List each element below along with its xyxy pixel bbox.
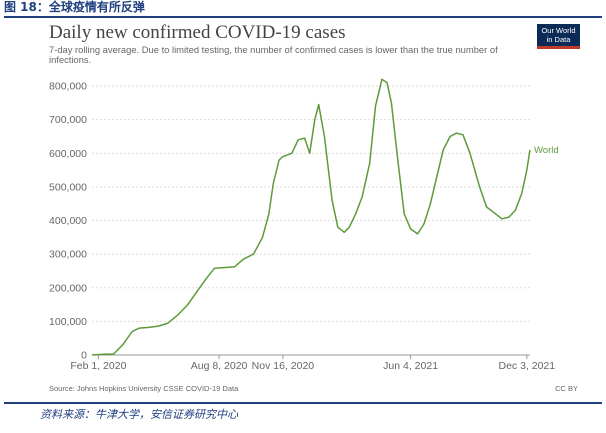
x-tick-label: Aug 8, 2020 (191, 360, 248, 372)
x-tick-label: Nov 16, 2020 (252, 360, 315, 372)
chart-title: Daily new confirmed COVID-19 cases (49, 22, 346, 43)
y-tick-label: 100,000 (49, 316, 87, 328)
y-tick-label: 400,000 (49, 215, 87, 227)
y-tick-label: 700,000 (49, 114, 87, 126)
figure-title: 图 18：全球疫情有所反弹 (4, 0, 145, 14)
footer-rule (4, 402, 602, 404)
y-tick-label: 500,000 (49, 181, 87, 193)
logo-line-1: Our World (541, 26, 576, 35)
y-tick-label: 0 (81, 350, 87, 362)
logo-line-2: in Data (546, 34, 571, 44)
x-tick-label: Dec 3, 2021 (498, 360, 555, 372)
chart-subtitle: 7-day rolling average. Due to limited te… (49, 44, 498, 65)
series-line-world (91, 78, 531, 356)
owid-logo[interactable]: Our World in Data (537, 24, 580, 49)
x-tick-label: Jun 4, 2021 (383, 360, 438, 372)
header-rule (4, 16, 602, 18)
series-label: World (534, 145, 559, 156)
y-tick-label: 800,000 (49, 81, 87, 93)
source-note: 资料来源：牛津大学，安信证券研究中心 (40, 408, 238, 421)
license-label[interactable]: CC BY (555, 384, 578, 393)
y-tick-label: 200,000 (49, 282, 87, 294)
y-tick-label: 300,000 (49, 249, 87, 261)
chart-source: Source: Johns Hopkins University CSSE CO… (49, 384, 239, 393)
x-tick-label: Feb 1, 2020 (70, 360, 126, 372)
y-tick-label: 600,000 (49, 148, 87, 160)
